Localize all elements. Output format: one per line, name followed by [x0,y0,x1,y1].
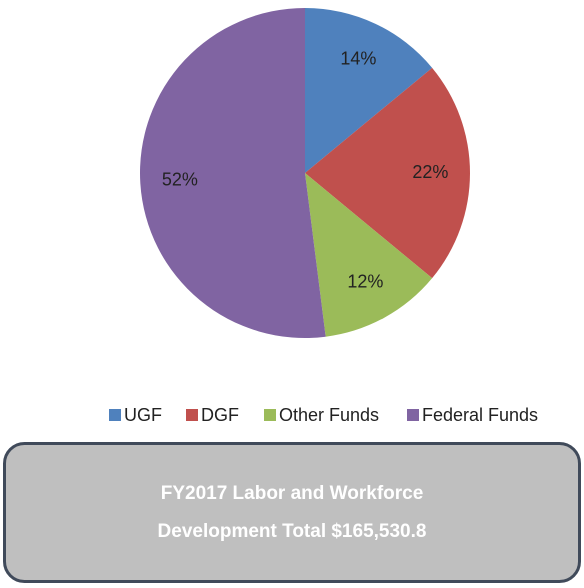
data-label: 14% [340,48,376,68]
legend-label: Federal Funds [422,405,538,425]
legend-swatch [264,409,276,421]
pie-slice [305,173,433,337]
data-label: 52% [162,170,198,190]
data-label: 12% [347,272,383,292]
pie-slice [305,8,433,173]
legend-swatch [109,409,121,421]
pie-slice [139,7,326,338]
total-text: Development Total $165,530.8 [158,521,427,542]
pie-slice [305,67,470,279]
legend-swatch [407,409,419,421]
legend-label: UGF [124,405,162,425]
total-text: FY2017 Labor and Workforce [161,483,424,504]
legend-swatch [186,409,198,421]
total-box [3,442,581,583]
legend-label: DGF [201,405,239,425]
legend-label: Other Funds [279,405,379,425]
data-label: 22% [412,162,448,182]
